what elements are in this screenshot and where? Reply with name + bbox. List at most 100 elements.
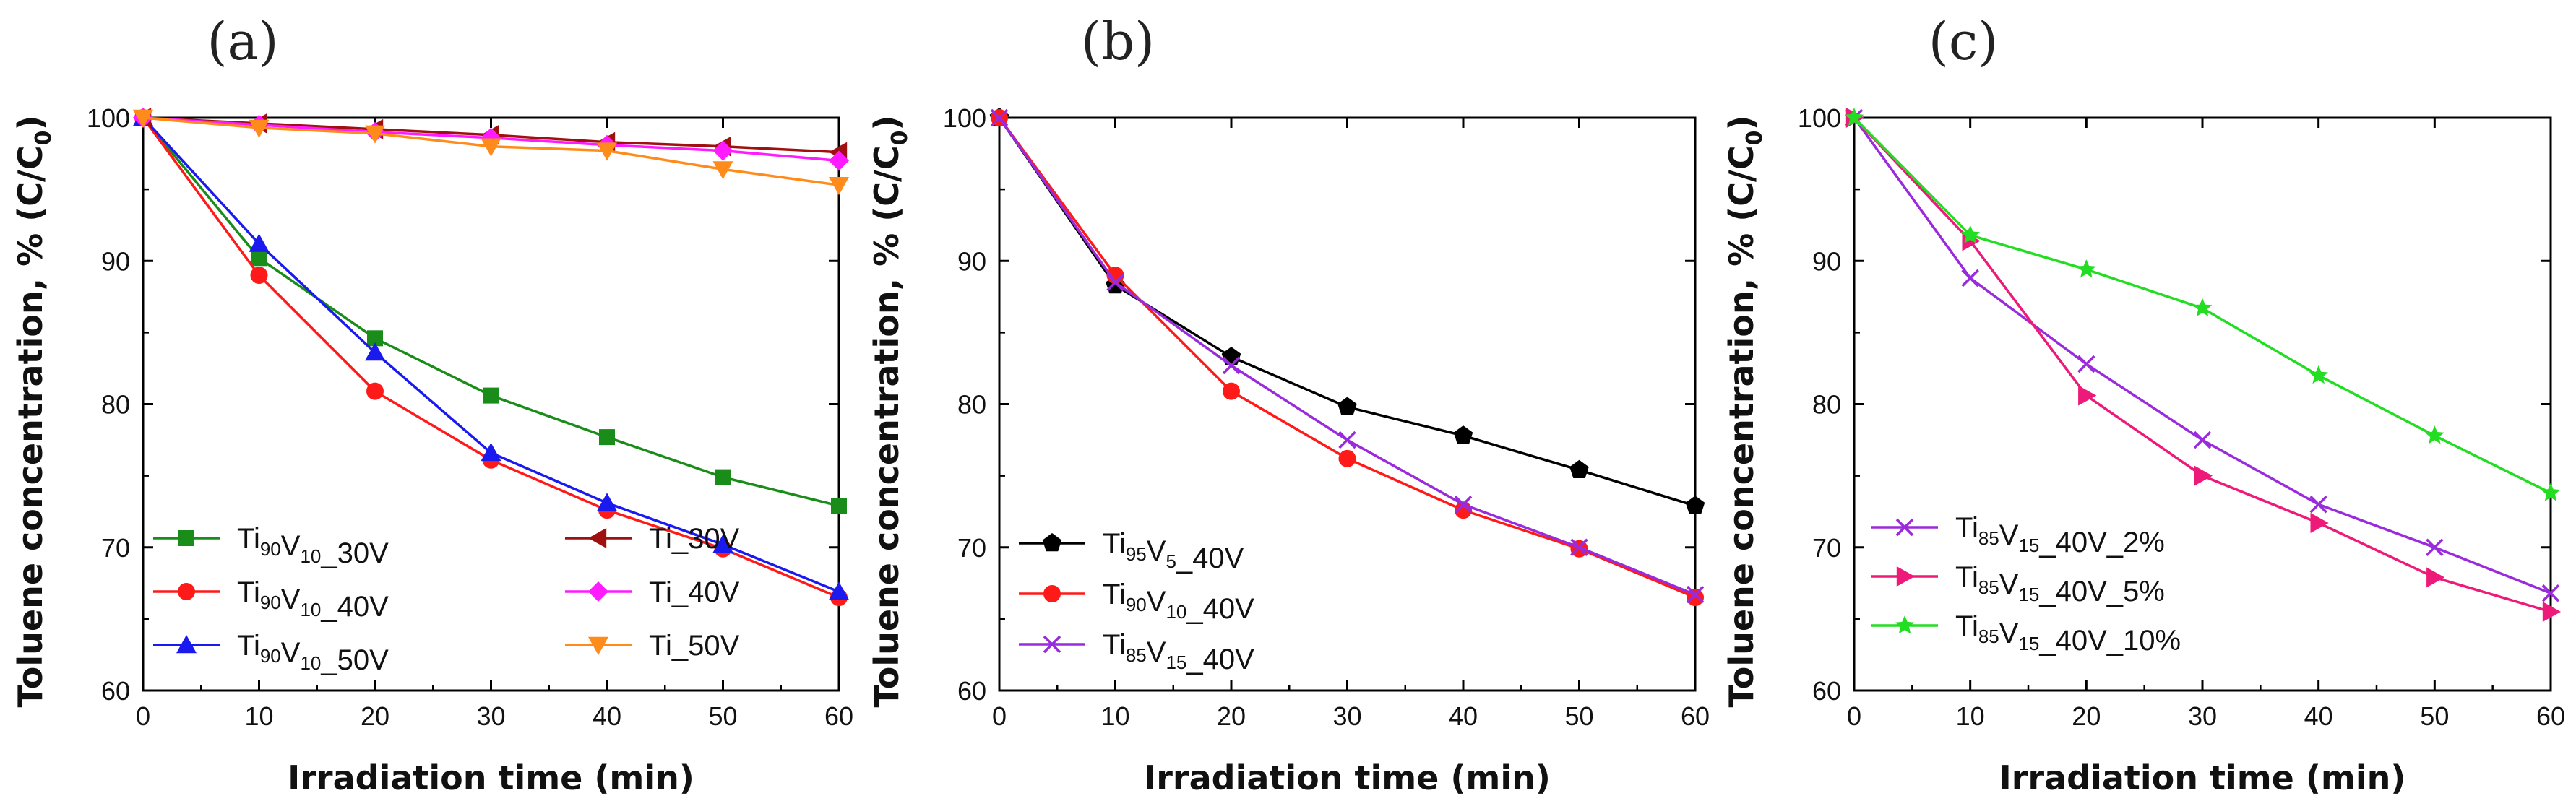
data-point [2077,355,2095,373]
y-axis-title: Toluene concentration, % (C/C0) [867,115,913,707]
legend-label: Ti_40V [649,576,740,608]
series-Ti85V15_40V_2% [1845,108,2560,602]
data-point [2425,425,2444,444]
data-point [1454,496,1473,514]
series-Ti90V10_40V [991,109,1704,607]
panel-label: (c) [1929,11,1999,72]
x-tick-label: 40 [593,701,621,731]
y-tick-label: 80 [101,390,130,420]
data-point [365,342,385,361]
data-point [1960,225,1980,243]
data-point [2541,483,2561,501]
legend-marker [1043,585,1061,602]
x-tick-label: 10 [1100,701,1129,731]
legend-marker [588,581,608,602]
legend-label: Ti85V15_40V [1103,629,1254,675]
legend-label: Ti_30V [649,523,740,555]
chart-panel-1: (a) 0 10 20 30 40 50 60 60 70 80 90 100 Irradiation t… [11,11,853,797]
y-tick-label: 80 [1812,390,1841,420]
legend-label: Ti90V10_40V [237,576,389,623]
data-point [1222,356,1241,375]
x-tick-label: 0 [992,701,1007,731]
legend-entry: Ti95V5_40V [1019,528,1244,574]
data-point [2426,538,2444,556]
x-tick-label: 40 [2304,701,2333,731]
data-point [1961,269,1979,287]
legend: Ti85V15_40V_2%Ti85V15_40V_5%Ti85V15_40V_… [1871,512,2181,657]
data-point [481,138,501,157]
data-point [829,177,849,196]
data-point [1223,382,1240,400]
series-Ti85V15_40V_10% [1844,108,2561,501]
data-point [249,233,270,252]
data-point [2193,431,2212,449]
data-point [251,250,267,267]
data-point [1453,425,1473,444]
data-point [597,493,617,511]
y-tick-label: 60 [957,676,986,706]
panel-label: (b) [1081,11,1155,72]
y-tick-label: 70 [957,533,986,563]
legend-entry: Ti85V15_40V_10% [1871,610,2181,657]
legend-entry: Ti90V10_40V [153,576,389,623]
chart-panel-3: (c) 0 10 20 30 40 50 60 60 70 80 90 100 Irradiation t… [1722,11,2565,797]
data-point [366,382,384,400]
legend-label: Ti90V10_30V [237,523,389,569]
data-point [1338,431,1356,449]
data-point [990,108,1009,127]
y-tick-label: 100 [1798,103,1841,133]
data-point [2426,567,2445,588]
data-point [2078,385,2097,406]
data-point [712,534,733,553]
x-tick-label: 30 [2188,701,2217,731]
legend-entry: Ti_30V [565,523,740,555]
data-point [1569,459,1589,478]
y-axis-title: Toluene concentration, % (C/C0) [1722,115,1767,707]
legend-entry: Ti85V15_40V [1019,629,1254,675]
legend-entry: Ti_50V [565,630,740,662]
data-point [1337,397,1357,415]
data-point [250,267,268,285]
data-point [133,109,153,128]
legend-entry: Ti_40V [565,576,740,608]
legend-label: Ti90V10_50V [237,630,389,676]
legend: Ti90V10_30V Ti90V10_40V Ti90V10_50V Ti_30V T… [153,523,740,676]
x-tick-label: 60 [824,701,853,731]
x-tick-label: 30 [1332,701,1361,731]
data-point [2192,298,2213,316]
y-tick-label: 90 [101,246,130,276]
y-axis-title: Toluene concentration, % (C/C0) [11,115,56,707]
legend-marker [1043,635,1061,654]
legend-marker [178,583,195,600]
legend-label: Ti_50V [649,630,740,662]
legend-marker [1042,533,1062,552]
x-tick-label: 0 [1847,701,1861,731]
legend-entry: Ti90V10_30V [153,523,389,569]
series-line [998,116,1696,596]
data-point [715,469,731,485]
x-tick-label: 10 [1956,701,1985,731]
legend-marker [176,635,197,654]
data-point [829,581,849,600]
data-point [1685,496,1705,514]
plot-frame [1853,116,2552,692]
y-tick-label: 90 [1812,246,1841,276]
x-tick-label: 20 [1217,701,1246,731]
legend-label: Ti85V15_40V_5% [1955,561,2165,607]
y-tick-label: 70 [101,533,130,563]
data-point [712,161,733,180]
x-tick-label: 40 [1449,701,1478,731]
data-point [829,150,849,171]
data-point [2309,496,2327,514]
x-axis-title: Irradiation time (min) [288,758,694,797]
y-tick-label: 100 [87,103,130,133]
data-point [2541,584,2560,602]
y-tick-label: 80 [957,390,986,420]
series-line [998,117,1696,507]
data-point [2077,259,2096,278]
data-point [2310,513,2329,533]
y-tick-label: 100 [943,103,986,133]
x-axis-title: Irradiation time (min) [1144,758,1551,797]
legend-marker [1895,615,1915,634]
legend-label: Ti85V15_40V_2% [1955,512,2165,558]
